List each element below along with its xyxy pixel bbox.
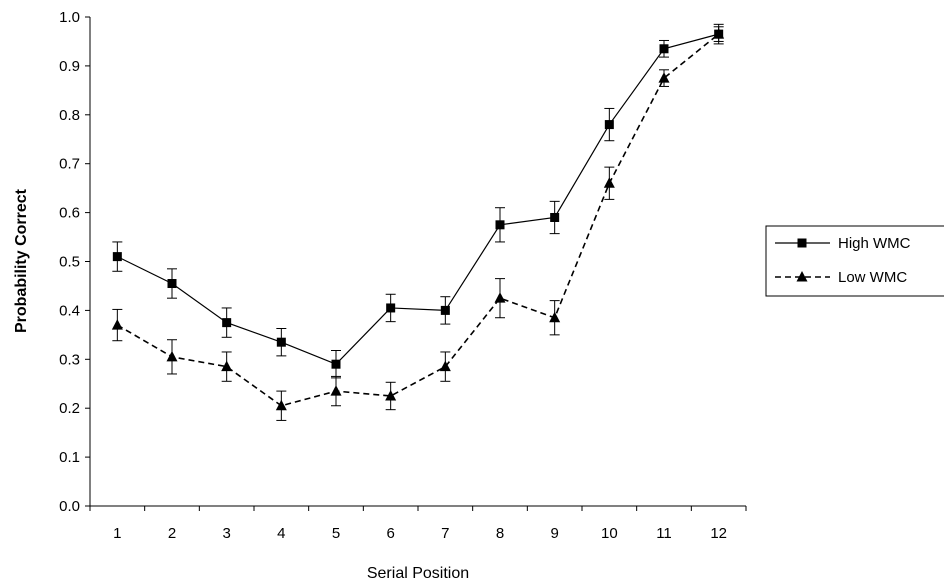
x-tick-label: 10 xyxy=(601,525,618,542)
x-tick-label: 5 xyxy=(332,525,340,542)
data-point-high-wmc xyxy=(495,220,505,230)
data-point-high-wmc xyxy=(331,359,341,369)
x-tick-label: 12 xyxy=(710,525,727,542)
data-point-low-wmc xyxy=(549,311,561,323)
data-point-high-wmc xyxy=(550,212,560,222)
legend-marker-low-wmc xyxy=(796,271,808,282)
data-point-high-wmc xyxy=(222,318,232,328)
legend-items: High WMC Low WMC xyxy=(775,235,911,286)
y-tick-label: 0.4 xyxy=(59,302,80,319)
data-point-low-wmc xyxy=(713,28,725,39)
x-tick-label: 6 xyxy=(386,525,394,542)
x-tick-label: 4 xyxy=(277,525,285,542)
x-tick-label: 11 xyxy=(656,525,672,542)
data-point-high-wmc xyxy=(386,303,396,313)
x-tick-label: 7 xyxy=(441,525,449,542)
y-tick-label: 0.2 xyxy=(59,400,80,417)
y-axis-ticks: 0.0 0.1 0.2 0.3 0.4 0.5 0.6 0.7 0.8 0.9 1.0 xyxy=(59,9,90,515)
x-axis-title: Serial Position xyxy=(367,565,469,582)
data-point-high-wmc xyxy=(440,305,450,315)
x-tick-label: 1 xyxy=(113,525,121,542)
legend-label-low-wmc: Low WMC xyxy=(838,269,907,286)
data-point-low-wmc xyxy=(494,292,506,303)
y-tick-label: 0.6 xyxy=(59,205,80,222)
legend-box xyxy=(765,225,944,297)
x-tick-label: 8 xyxy=(496,525,504,542)
data-point-low-wmc xyxy=(658,72,670,83)
data-point-high-wmc xyxy=(604,120,614,130)
y-tick-label: 0.5 xyxy=(59,254,80,271)
legend-label-high-wmc: High WMC xyxy=(838,235,911,252)
data-point-high-wmc xyxy=(112,252,122,262)
y-tick-label: 0.7 xyxy=(59,156,80,173)
data-point-low-wmc xyxy=(439,360,451,372)
legend: High WMC Low WMC xyxy=(765,225,944,297)
legend-marker-high-wmc xyxy=(797,238,807,248)
x-tick-label: 2 xyxy=(168,525,176,542)
data-point-high-wmc xyxy=(659,44,669,54)
y-tick-label: 0.3 xyxy=(59,351,80,368)
data-point-low-wmc xyxy=(330,385,342,396)
x-axis-ticks: 1 2 3 4 5 6 7 8 9 10 11 12 xyxy=(89,506,747,542)
data-point-low-wmc xyxy=(275,399,287,411)
data-point-low-wmc xyxy=(166,350,178,362)
data-point-low-wmc xyxy=(111,319,123,330)
series-high-wmc xyxy=(112,23,724,379)
data-point-low-wmc xyxy=(603,177,615,188)
series-line-low-wmc xyxy=(116,33,720,407)
y-tick-label: 1.0 xyxy=(59,9,80,26)
data-point-low-wmc xyxy=(385,389,397,401)
x-tick-label: 9 xyxy=(550,525,558,542)
y-tick-label: 0.9 xyxy=(59,58,80,75)
y-tick-label: 0.0 xyxy=(59,498,80,515)
series-layer xyxy=(111,23,725,421)
y-tick-label: 0.1 xyxy=(59,449,80,466)
y-axis-title: Probability Correct xyxy=(13,188,30,333)
x-tick-label: 3 xyxy=(222,525,230,542)
data-point-low-wmc xyxy=(221,360,233,372)
series-low-wmc xyxy=(111,26,725,421)
series-line-high-wmc xyxy=(117,33,719,365)
y-tick-label: 0.8 xyxy=(59,107,80,124)
data-point-high-wmc xyxy=(167,279,177,289)
data-point-high-wmc xyxy=(276,337,286,347)
